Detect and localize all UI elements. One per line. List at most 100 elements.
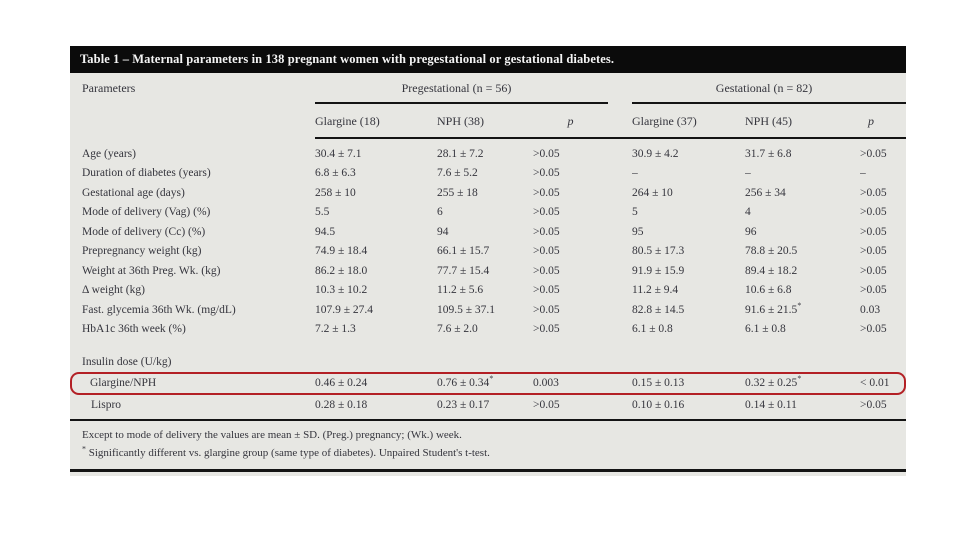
cell-value: 7.6 ± 2.0 — [437, 323, 478, 336]
footnote-text: Significantly different vs. glargine gro… — [88, 446, 490, 459]
table-row: Lispro 0.28 ± 0.18 0.23 ± 0.17 >0.05 0.10 ± … — [70, 395, 906, 419]
cell-value: 0.03 — [860, 303, 881, 316]
cell-value: 0.32 ± 0.25* — [745, 371, 860, 395]
cell-value: 82.8 ± 14.5 — [632, 303, 685, 316]
group-header-row: Parameters Pregestational (n = 56) Gesta… — [70, 73, 907, 107]
cell-value — [632, 339, 745, 372]
sub-header-row: Glargine (18) NPH (38) p Glargine (37) N… — [70, 107, 907, 139]
cell-value: >0.05 — [860, 245, 887, 258]
table-row: Fast. glycemia 36th Wk. (mg/dL) 107.9 ± 2… — [70, 300, 906, 320]
footnote-mean-sd: Except to mode of delivery the values ar… — [82, 427, 894, 445]
table-row: Age (years) 30.4 ± 7.1 28.1 ± 7.2 >0.05 30.9… — [70, 139, 906, 164]
cell-value: 107.9 ± 27.4 — [315, 303, 374, 316]
row-label: Age (years) — [82, 147, 136, 160]
cell-value: >0.05 — [860, 284, 887, 297]
cell-value: 0.46 ± 0.24 — [315, 371, 437, 395]
cell-value: – — [860, 167, 866, 180]
cell-value: 74.9 ± 18.4 — [315, 245, 368, 258]
column-header-glargine-pregestational: Glargine (18) — [315, 107, 437, 139]
cell-value: 6.1 ± 0.8 — [745, 323, 786, 336]
table-row: Duration of diabetes (years) 6.8 ± 6.3 7.6… — [70, 164, 906, 184]
cell-value: >0.05 — [860, 323, 887, 336]
column-header-nph-pregestational: NPH (38) — [437, 107, 533, 139]
row-label: Mode of delivery (Vag) (%) — [82, 206, 211, 219]
table-body: Age (years) 30.4 ± 7.1 28.1 ± 7.2 >0.05 30.9… — [70, 139, 907, 419]
cell-value: 255 ± 18 — [437, 186, 478, 199]
cell-value: >0.05 — [860, 398, 887, 411]
table-row: Δ weight (kg) 10.3 ± 10.2 11.2 ± 5.6 >0.05 1… — [70, 281, 906, 301]
cell-value: 0.76 ± 0.34* — [437, 371, 533, 395]
cell-value: 0.003 — [533, 371, 632, 395]
cell-value: 80.5 ± 17.3 — [632, 245, 685, 258]
row-label: Lispro — [91, 398, 122, 411]
group-label-pregestational: Pregestational (n = 56) — [315, 81, 608, 104]
cell-value — [315, 339, 437, 372]
cell-value: < 0.01 — [860, 371, 907, 395]
footnote-marker-asterisk: * — [82, 443, 86, 453]
cell-value: 89.4 ± 18.2 — [745, 264, 798, 277]
cell-value: 95 — [632, 225, 644, 238]
cell-value: 78.8 ± 20.5 — [745, 245, 798, 258]
row-label: Δ weight (kg) — [82, 284, 145, 297]
column-group-pregestational: Pregestational (n = 56) — [315, 73, 632, 107]
cell-value: 91.6 ± 21.5* — [745, 300, 802, 316]
cell-value — [860, 339, 906, 372]
cell-value: 6.8 ± 6.3 — [315, 167, 356, 180]
cell-value: 66.1 ± 15.7 — [437, 245, 490, 258]
cell-value: >0.05 — [533, 398, 560, 411]
cell-value: >0.05 — [860, 186, 887, 199]
cell-value: 0.28 ± 0.18 — [315, 398, 368, 411]
cell-value: 256 ± 34 — [745, 186, 786, 199]
cell-value: 0.23 ± 0.17 — [437, 398, 490, 411]
cell-value: 4 — [745, 206, 751, 219]
cell-value: 109.5 ± 37.1 — [437, 303, 496, 316]
cell-value: 30.9 ± 4.2 — [632, 147, 679, 160]
significance-marker: * — [797, 374, 802, 384]
table-header: Parameters Pregestational (n = 56) Gesta… — [70, 73, 907, 139]
table-row: Mode of delivery (Cc) (%) 94.5 94 >0.05 95 96… — [70, 222, 906, 242]
cell-value: >0.05 — [533, 323, 560, 336]
cell-value: 86.2 ± 18.0 — [315, 264, 368, 277]
row-label: Prepregnancy weight (kg) — [82, 245, 202, 258]
table-title: Table 1 – Maternal parameters in 138 pre… — [70, 46, 906, 73]
cell-value: 11.2 ± 5.6 — [437, 284, 484, 297]
table-row: Mode of delivery (Vag) (%) 5.5 6 >0.05 5 4 >0.… — [70, 203, 906, 223]
cell-value — [745, 339, 860, 372]
cell-value: >0.05 — [533, 245, 560, 258]
column-header-nph-gestational: NPH (45) — [745, 107, 860, 139]
cell-value: >0.05 — [533, 264, 560, 277]
cell-value: >0.05 — [860, 225, 887, 238]
cell-value: >0.05 — [533, 284, 560, 297]
column-header-p-pregestational: p — [533, 107, 632, 139]
table-card: Table 1 – Maternal parameters in 138 pre… — [70, 46, 907, 476]
divider-after-table — [70, 418, 906, 421]
cell-value: >0.05 — [533, 186, 560, 199]
table-row: Glargine/NPH 0.46 ± 0.24 0.76 ± 0.34* 0.003… — [70, 371, 907, 395]
table-row: Prepregnancy weight (kg) 74.9 ± 18.4 66.1 … — [70, 242, 906, 262]
cell-value: >0.05 — [533, 225, 560, 238]
column-header-parameters: Parameters — [82, 81, 136, 95]
row-label: Mode of delivery (Cc) (%) — [82, 225, 206, 238]
divider-bottom — [70, 469, 906, 472]
column-group-gestational: Gestational (n = 82) — [632, 73, 907, 107]
cell-value: 7.6 ± 5.2 — [437, 167, 478, 180]
cell-value: 10.6 ± 6.8 — [745, 284, 792, 297]
cell-value: 91.9 ± 15.9 — [632, 264, 685, 277]
cell-value: 28.1 ± 7.2 — [437, 147, 484, 160]
row-label: Insulin dose (U/kg) — [82, 355, 172, 368]
cell-value: 0.14 ± 0.11 — [745, 398, 797, 411]
cell-value: 264 ± 10 — [632, 186, 673, 199]
table-footnotes: Except to mode of delivery the values ar… — [70, 421, 906, 469]
table-row: Weight at 36th Preg. Wk. (kg) 86.2 ± 18.0… — [70, 261, 906, 281]
cell-value: 77.7 ± 15.4 — [437, 264, 490, 277]
cell-value: >0.05 — [860, 206, 887, 219]
row-label: Duration of diabetes (years) — [82, 167, 211, 180]
column-header-glargine-gestational: Glargine (37) — [632, 107, 745, 139]
cell-value: >0.05 — [533, 206, 560, 219]
cell-value: >0.05 — [860, 147, 887, 160]
cell-value: >0.05 — [533, 303, 560, 316]
cell-value: 258 ± 10 — [315, 186, 356, 199]
cell-value: 96 — [745, 225, 757, 238]
footnote-significance: * Significantly different vs. glargine g… — [82, 443, 894, 463]
cell-value: >0.05 — [533, 167, 560, 180]
